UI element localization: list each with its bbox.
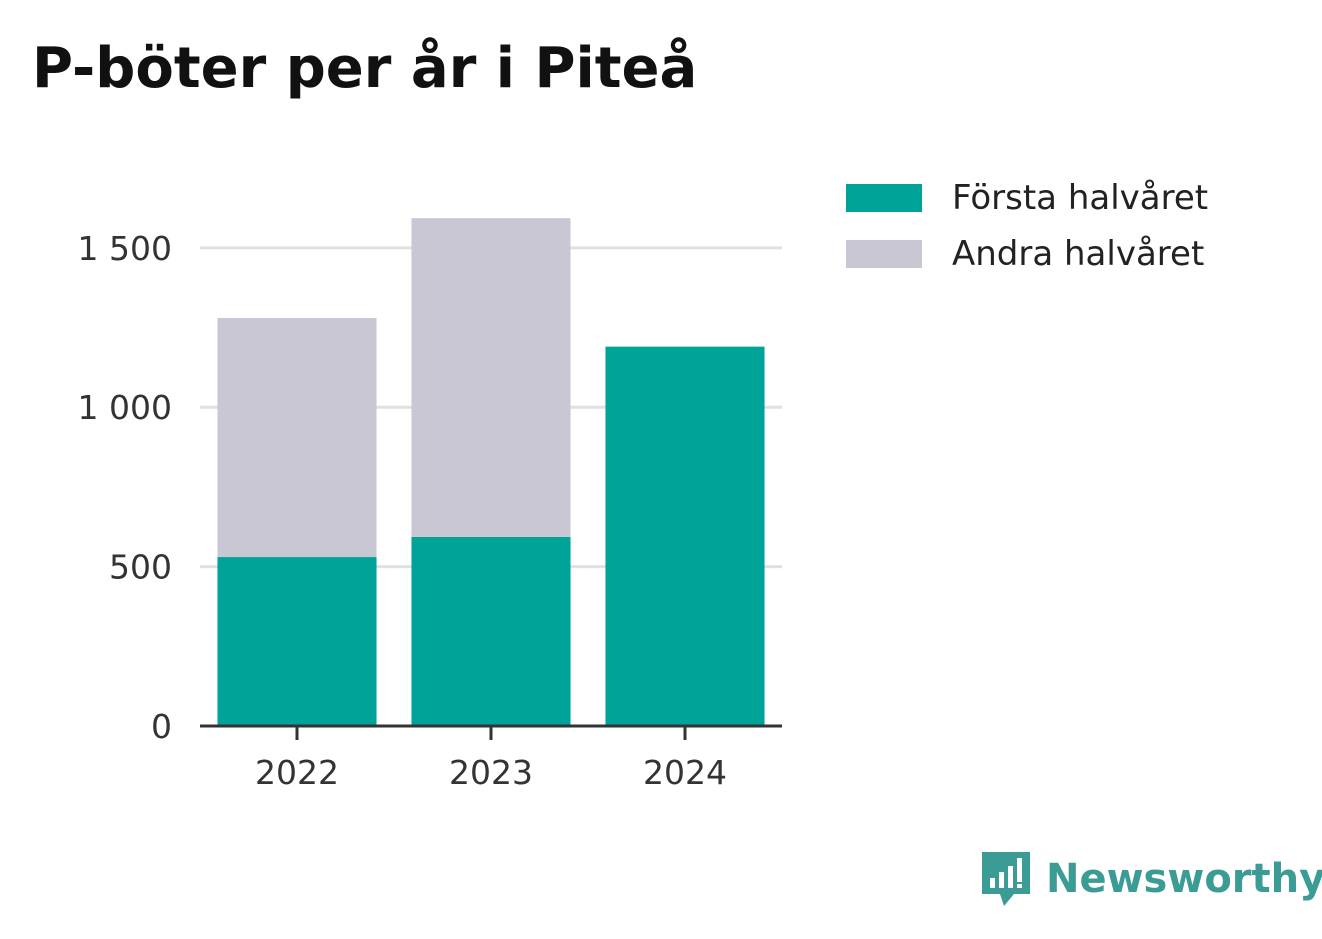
x-tick-label: 2024: [643, 753, 727, 792]
bar-2022-series-1: [217, 557, 377, 726]
chart-title: P-böter per år i Piteå: [32, 36, 698, 101]
y-tick-label: 1 000: [78, 388, 172, 427]
newsworthy-logo-icon: [982, 852, 1030, 906]
bars: [217, 218, 765, 726]
bar-2022-series-2: [217, 317, 377, 558]
brand-name: Newsworthy: [1046, 856, 1322, 902]
y-tick-label: 0: [151, 707, 172, 746]
x-tick-label: 2023: [449, 753, 533, 792]
legend-label: Andra halvåret: [952, 234, 1205, 274]
bar-2024-series-1: [605, 346, 765, 726]
legend-item: Andra halvåret: [846, 226, 1208, 282]
newsworthy-logo: Newsworthy: [980, 848, 1322, 910]
x-tick-label: 2022: [255, 753, 339, 792]
legend-item: Första halvåret: [846, 170, 1208, 226]
y-tick-label: 1 500: [78, 229, 172, 268]
bar-2023-series-1: [411, 536, 571, 726]
legend-swatch: [846, 184, 922, 212]
axes: 0 500 1 000 1 500 2022 2023 2024: [78, 229, 782, 792]
legend-label: Första halvåret: [952, 178, 1209, 218]
bar-2023-series-2: [411, 218, 571, 537]
y-tick-label: 500: [109, 548, 172, 587]
legend: Första halvåret Andra halvåret: [846, 170, 1208, 282]
legend-swatch: [846, 240, 922, 268]
